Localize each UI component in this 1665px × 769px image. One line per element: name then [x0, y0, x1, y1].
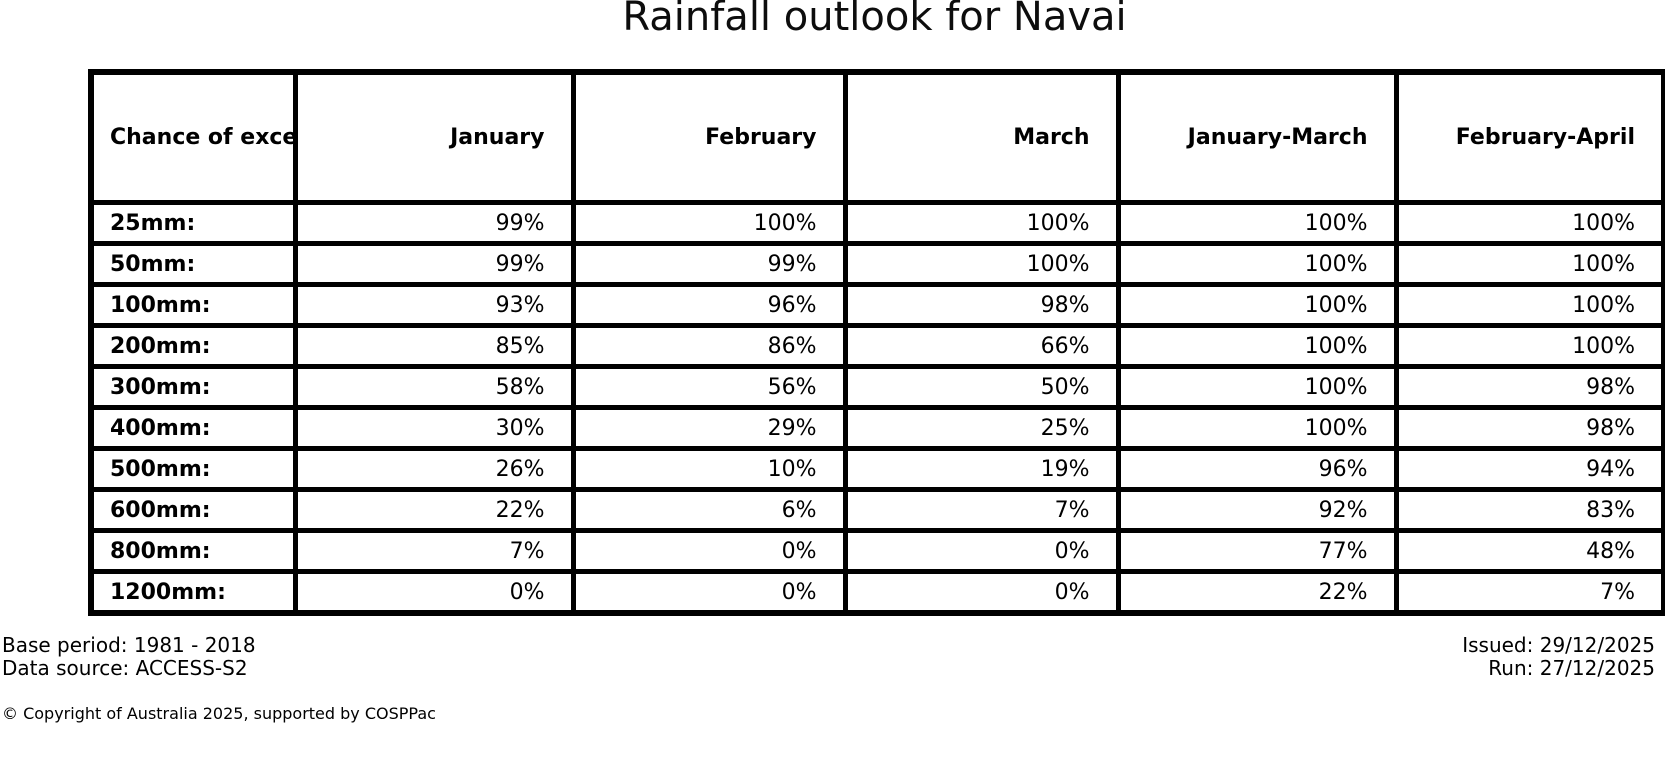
value-cell: 56%	[570, 364, 848, 410]
value-cell: 100%	[842, 241, 1121, 287]
value-cell: 100%	[1115, 282, 1399, 328]
value-cell: 48%	[1393, 528, 1665, 574]
value-cell: 99%	[292, 200, 576, 246]
value-cell: 100%	[1393, 282, 1665, 328]
value-cell: 26%	[292, 446, 576, 492]
data-source-text: Data source: ACCESS-S2	[2, 656, 248, 680]
value-cell: 94%	[1393, 446, 1665, 492]
column-header: January-March	[1115, 69, 1399, 205]
value-cell: 7%	[1393, 569, 1665, 616]
threshold-label: 1200mm:	[88, 569, 298, 616]
table-row: 100mm: 93% 96% 98% 100% 100%	[88, 282, 1665, 328]
threshold-label: 800mm:	[88, 528, 298, 574]
value-cell: 100%	[1115, 364, 1399, 410]
value-cell: 100%	[1115, 241, 1399, 287]
value-cell: 100%	[1115, 405, 1399, 451]
value-cell: 6%	[570, 487, 848, 533]
column-header: March	[842, 69, 1121, 205]
table-row: 25mm: 99% 100% 100% 100% 100%	[88, 200, 1665, 246]
value-cell: 0%	[292, 569, 576, 616]
value-cell: 100%	[842, 200, 1121, 246]
run-date-text: Run: 27/12/2025	[1488, 656, 1655, 680]
value-cell: 86%	[570, 323, 848, 369]
table-row: 800mm: 7% 0% 0% 77% 48%	[88, 528, 1665, 574]
value-cell: 22%	[1115, 569, 1399, 616]
value-cell: 100%	[1393, 200, 1665, 246]
column-header: February	[570, 69, 848, 205]
page-title: Rainfall outlook for Navai	[622, 0, 1127, 40]
footer-right: Issued: 29/12/2025 Run: 27/12/2025	[1462, 634, 1655, 680]
value-cell: 100%	[1115, 200, 1399, 246]
value-cell: 100%	[1393, 323, 1665, 369]
value-cell: 96%	[570, 282, 848, 328]
value-cell: 0%	[842, 528, 1121, 574]
table-header: Chance of exceeding a threshold: January…	[88, 69, 1665, 205]
corner-header: Chance of exceeding a threshold:	[88, 69, 298, 205]
value-cell: 29%	[570, 405, 848, 451]
footer-left: Base period: 1981 - 2018 Data source: AC…	[2, 634, 256, 680]
value-cell: 83%	[1393, 487, 1665, 533]
threshold-label: 500mm:	[88, 446, 298, 492]
threshold-label: 400mm:	[88, 405, 298, 451]
header-row: Chance of exceeding a threshold: January…	[88, 69, 1665, 205]
threshold-label: 50mm:	[88, 241, 298, 287]
column-header: February-April	[1393, 69, 1665, 205]
threshold-label: 600mm:	[88, 487, 298, 533]
value-cell: 92%	[1115, 487, 1399, 533]
threshold-label: 25mm:	[88, 200, 298, 246]
table-row: 500mm: 26% 10% 19% 96% 94%	[88, 446, 1665, 492]
value-cell: 0%	[570, 528, 848, 574]
value-cell: 98%	[1393, 364, 1665, 410]
value-cell: 22%	[292, 487, 576, 533]
threshold-label: 300mm:	[88, 364, 298, 410]
value-cell: 7%	[842, 487, 1121, 533]
value-cell: 100%	[570, 200, 848, 246]
issued-date-text: Issued: 29/12/2025	[1462, 633, 1655, 657]
value-cell: 7%	[292, 528, 576, 574]
rainfall-outlook-table: Chance of exceeding a threshold: January…	[88, 69, 1665, 616]
table-row: 600mm: 22% 6% 7% 92% 83%	[88, 487, 1665, 533]
value-cell: 99%	[570, 241, 848, 287]
value-cell: 0%	[842, 569, 1121, 616]
value-cell: 77%	[1115, 528, 1399, 574]
value-cell: 0%	[570, 569, 848, 616]
value-cell: 85%	[292, 323, 576, 369]
table-row: 400mm: 30% 29% 25% 100% 98%	[88, 405, 1665, 451]
value-cell: 93%	[292, 282, 576, 328]
value-cell: 58%	[292, 364, 576, 410]
table-body: 25mm: 99% 100% 100% 100% 100% 50mm: 99% 99% 100% 1…	[88, 200, 1665, 616]
value-cell: 25%	[842, 405, 1121, 451]
threshold-label: 200mm:	[88, 323, 298, 369]
value-cell: 99%	[292, 241, 576, 287]
value-cell: 98%	[1393, 405, 1665, 451]
value-cell: 100%	[1393, 241, 1665, 287]
value-cell: 10%	[570, 446, 848, 492]
threshold-label: 100mm:	[88, 282, 298, 328]
base-period-text: Base period: 1981 - 2018	[2, 633, 256, 657]
value-cell: 19%	[842, 446, 1121, 492]
copyright-text: © Copyright of Australia 2025, supported…	[2, 704, 436, 723]
value-cell: 98%	[842, 282, 1121, 328]
value-cell: 96%	[1115, 446, 1399, 492]
column-header: January	[292, 69, 576, 205]
table-row: 50mm: 99% 99% 100% 100% 100%	[88, 241, 1665, 287]
value-cell: 30%	[292, 405, 576, 451]
value-cell: 66%	[842, 323, 1121, 369]
table-row: 200mm: 85% 86% 66% 100% 100%	[88, 323, 1665, 369]
value-cell: 100%	[1115, 323, 1399, 369]
value-cell: 50%	[842, 364, 1121, 410]
table-row: 1200mm: 0% 0% 0% 22% 7%	[88, 569, 1665, 616]
table-row: 300mm: 58% 56% 50% 100% 98%	[88, 364, 1665, 410]
